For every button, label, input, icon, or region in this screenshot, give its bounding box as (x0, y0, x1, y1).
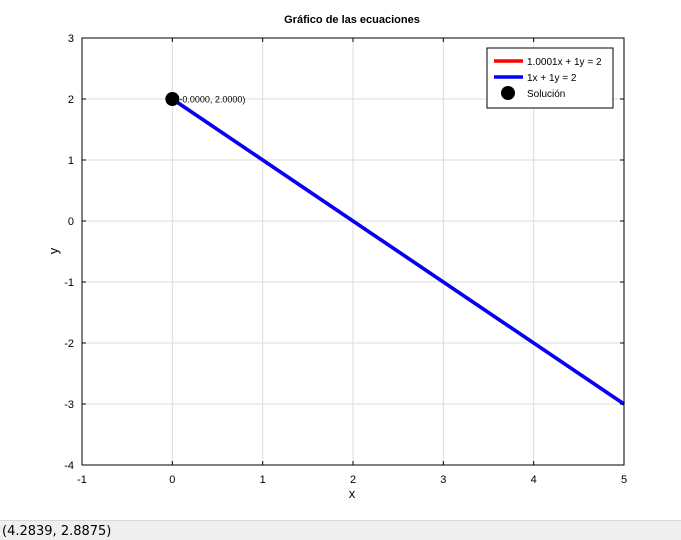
x-tick-label: 3 (440, 474, 446, 486)
x-tick-label: -1 (77, 474, 87, 486)
series-layer: (-0.0000, 2.0000) (165, 92, 625, 406)
y-tick-label: -2 (64, 338, 74, 350)
x-tick-label: 2 (350, 474, 356, 486)
legend[interactable]: 1.0001x + 1y = 2 1x + 1y = 2 Solución (486, 47, 614, 109)
y-tick-label: -1 (64, 277, 74, 289)
status-bar: (4.2839, 2.8875) (0, 520, 681, 540)
y-tick-label: -4 (64, 460, 74, 472)
figure-window: Gráfico de las ecuaciones (-0.0000, 2.00… (0, 0, 681, 520)
legend-label-solution: Solución (527, 89, 565, 100)
y-axis-label: y (46, 247, 61, 254)
legend-label-1: 1.0001x + 1y = 2 (527, 57, 602, 68)
x-tick-label: 1 (260, 474, 266, 486)
x-tick-label: 0 (169, 474, 175, 486)
series-line-2 (171, 97, 625, 406)
y-tick-label: 0 (68, 216, 74, 228)
chart[interactable]: Gráfico de las ecuaciones (-0.0000, 2.00… (0, 0, 681, 520)
solution-label: (-0.0000, 2.0000) (176, 95, 245, 105)
y-tick-label: 3 (68, 33, 74, 45)
solution-point (165, 92, 180, 106)
y-tick-label: 2 (68, 94, 74, 106)
tick-layer: -1 0 1 2 3 4 5 -4 -3 -2 -1 0 1 2 3 (64, 33, 627, 486)
chart-title: Gráfico de las ecuaciones (284, 14, 420, 26)
y-tick-label: -3 (64, 399, 74, 411)
legend-label-2: 1x + 1y = 2 (527, 73, 577, 84)
y-tick-label: 1 (68, 155, 74, 167)
legend-solution-marker (501, 86, 515, 100)
x-tick-label: 5 (621, 474, 627, 486)
x-tick-label: 4 (531, 474, 537, 486)
x-axis-label: x (349, 486, 356, 501)
cursor-coordinates: (4.2839, 2.8875) (2, 524, 112, 539)
